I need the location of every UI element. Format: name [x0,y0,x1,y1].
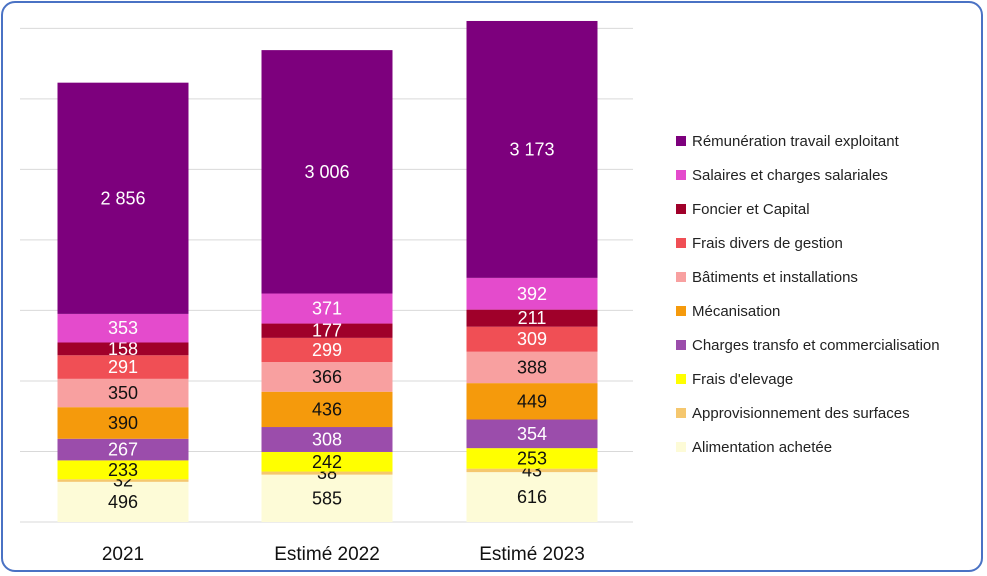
data-label: 616 [517,487,547,507]
legend-label: Foncier et Capital [692,200,810,218]
x-tick-label: Estimé 2022 [274,544,380,565]
legend-item: Frais d'elevage [676,362,940,396]
legend-label: Approvisionnement des surfaces [692,404,910,422]
bar-segment [261,50,393,294]
legend-item: Salaires et charges salariales [676,158,940,192]
bar-segment [261,337,393,363]
legend-label: Mécanisation [692,302,781,320]
data-label: 390 [108,413,138,433]
bar-segment [261,293,393,324]
legend-swatch [676,204,686,214]
legend-label: Bâtiments et installations [692,268,858,286]
data-label: 233 [108,460,138,480]
legend-item: Rémunération travail exploitant [676,124,940,158]
bar-segment [261,362,393,392]
data-label: 388 [517,357,547,377]
data-label: 158 [108,339,138,359]
legend-label: Salaires et charges salariales [692,166,888,184]
legend-item: Bâtiments et installations [676,260,940,294]
data-label: 371 [312,299,342,319]
data-label: 291 [108,357,138,377]
legend-item: Mécanisation [676,294,940,328]
legend-swatch [676,272,686,282]
bar-segment [261,427,393,452]
bar-segment [261,323,393,338]
bar-segment [57,407,189,439]
legend-swatch [676,340,686,350]
legend-item: Frais divers de gestion [676,226,940,260]
legend-swatch [676,238,686,248]
bar-segment [57,355,189,379]
bar-segment [466,309,598,327]
data-label: 267 [108,440,138,460]
legend-swatch [676,374,686,384]
bar-segment [466,383,598,420]
data-label: 354 [517,424,547,444]
data-label: 299 [312,340,342,360]
legend-swatch [676,442,686,452]
legend-swatch [676,170,686,180]
data-label: 3 173 [509,139,554,159]
data-label: 242 [312,452,342,472]
data-label: 3 006 [304,162,349,182]
bar-segment [466,419,598,449]
legend-swatch [676,136,686,146]
legend-item: Alimentation achetée [676,430,940,464]
bar-segment [261,471,393,475]
bar-segment [261,451,393,472]
data-label: 449 [517,391,547,411]
chart-legend: Rémunération travail exploitant Salaires … [676,124,940,464]
bar-segment [261,391,393,428]
x-tick-label: 2021 [102,544,144,565]
x-tick-label: Estimé 2023 [479,544,585,565]
bar-segment [57,481,189,522]
bar-segment [466,468,598,473]
bar-segment [57,438,189,461]
bar-segment [466,351,598,384]
legend-label: Alimentation achetée [692,438,833,456]
legend-item: Approvisionnement des surfaces [676,396,940,430]
legend-item: Charges transfo et commercialisation [676,328,940,362]
data-label: 308 [312,429,342,449]
legend-label: Frais divers de gestion [692,234,843,252]
data-label: 585 [312,488,342,508]
bar-segment [57,479,189,482]
data-label: 353 [108,318,138,338]
bar-segment [57,82,189,314]
legend-label: Charges transfo et commercialisation [692,336,940,354]
bar-segment [261,474,393,522]
bar-segment [57,460,189,480]
data-label: 350 [108,383,138,403]
bar-segment [57,342,189,356]
data-label: 496 [108,492,138,512]
bar-segment [466,472,598,522]
bar-segment [57,313,189,343]
bar-segment [466,448,598,469]
data-label: 309 [517,329,547,349]
data-label: 366 [312,367,342,387]
data-label: 253 [517,448,547,468]
data-label: 211 [518,308,547,328]
legend-label: Frais d'elevage [692,370,794,388]
data-label: 177 [312,321,342,341]
bar-segment [57,378,189,408]
bar-segment [466,326,598,352]
data-label: 2 856 [100,188,145,208]
bar-segment [466,20,598,278]
legend-swatch [676,306,686,316]
legend-item: Foncier et Capital [676,192,940,226]
data-label: 436 [312,399,342,419]
data-label: 392 [517,284,547,304]
legend-swatch [676,408,686,418]
legend-label: Rémunération travail exploitant [692,132,899,150]
bar-segment [466,277,598,310]
